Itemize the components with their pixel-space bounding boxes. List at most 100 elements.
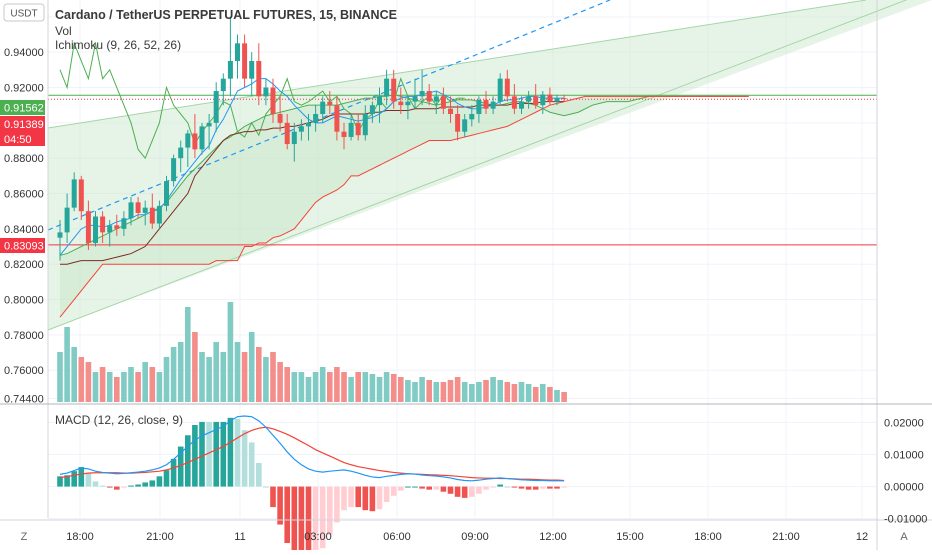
macd-hist-bar-64 bbox=[511, 486, 518, 488]
volume-bar-44 bbox=[369, 374, 376, 402]
zoom-button[interactable]: Z bbox=[21, 531, 28, 543]
candle-body-19 bbox=[192, 133, 198, 150]
macd-hist-bar-29 bbox=[263, 486, 269, 488]
candle-body-47 bbox=[391, 78, 397, 102]
volume-bar-43 bbox=[362, 372, 369, 402]
macd-hist-bar-40 bbox=[341, 486, 347, 511]
candle-body-16 bbox=[171, 158, 177, 182]
price-tick-9: 0.78000 bbox=[4, 330, 44, 342]
price-tick-4: 0.88000 bbox=[4, 153, 44, 165]
volume-bar-39 bbox=[334, 367, 340, 402]
price-tick-2: 0.92000 bbox=[4, 83, 44, 95]
macd-hist-bar-4 bbox=[85, 473, 92, 487]
volume-legend[interactable]: Vol bbox=[55, 24, 72, 38]
macd-hist-bar-56 bbox=[454, 486, 461, 497]
macd-hist-bar-36 bbox=[312, 486, 319, 555]
candle-body-31 bbox=[277, 114, 283, 123]
candle-body-34 bbox=[298, 126, 304, 132]
candle-body-40 bbox=[341, 131, 347, 137]
macd-legend[interactable]: MACD (12, 26, close, 9) bbox=[55, 413, 183, 427]
volume-bar-6 bbox=[99, 367, 106, 402]
time-tick-0: 18:00 bbox=[66, 531, 94, 543]
candle-body-13 bbox=[149, 207, 155, 224]
ichimoku-legend[interactable]: Ichimoku (9, 26, 52, 26) bbox=[55, 38, 181, 52]
macd-hist-bar-30 bbox=[270, 486, 276, 508]
time-tick-6: 12:00 bbox=[539, 531, 567, 543]
volume-bar-26 bbox=[241, 352, 248, 402]
macd-hist-bar-17 bbox=[177, 446, 184, 487]
last-price-text: 0.91562 bbox=[4, 103, 44, 115]
volume-bar-16 bbox=[170, 347, 177, 402]
candle-body-48 bbox=[398, 101, 404, 106]
candle-body-51 bbox=[419, 91, 425, 97]
macd-hist-bar-25 bbox=[234, 418, 241, 487]
candle-body-18 bbox=[185, 133, 191, 148]
signal-line bbox=[59, 426, 565, 482]
candle-body-68 bbox=[540, 94, 546, 106]
volume-bar-46 bbox=[383, 372, 390, 402]
macd-hist-bar-47 bbox=[390, 486, 397, 496]
volume-bar-4 bbox=[85, 362, 92, 402]
candle-body-62 bbox=[497, 78, 503, 102]
volume-bar-71 bbox=[561, 392, 567, 402]
volume-bar-49 bbox=[405, 380, 411, 402]
macd-hist-bar-15 bbox=[163, 470, 170, 487]
time-tick-7: 15:00 bbox=[616, 531, 644, 543]
candle-body-21 bbox=[206, 122, 212, 127]
candle-body-39 bbox=[334, 105, 340, 132]
candle-body-17 bbox=[178, 147, 184, 159]
volume-bar-29 bbox=[263, 357, 269, 402]
candle-body-37 bbox=[320, 101, 326, 115]
macd-hist-bar-37 bbox=[319, 486, 326, 549]
currency-badge[interactable] bbox=[3, 3, 45, 22]
volume-bar-37 bbox=[319, 367, 326, 402]
macd-hist-bar-16 bbox=[170, 458, 177, 487]
candle-body-14 bbox=[156, 205, 162, 224]
macd-hist-bar-20 bbox=[199, 421, 205, 487]
macd-lines bbox=[59, 415, 565, 482]
candle-body-27 bbox=[249, 61, 255, 79]
left-price-tags: 0.91562 0.91389 04:50 0.83093 bbox=[0, 100, 45, 253]
volume-bar-19 bbox=[192, 332, 198, 402]
volume-bar-56 bbox=[454, 377, 461, 402]
close-price-tag bbox=[0, 116, 45, 146]
volume-bar-2 bbox=[71, 347, 77, 402]
macd-hist-bar-9 bbox=[121, 486, 127, 488]
candle-body-24 bbox=[227, 61, 233, 79]
volume-bar-58 bbox=[469, 384, 475, 402]
candle-body-64 bbox=[511, 96, 517, 109]
volume-bar-40 bbox=[341, 372, 347, 402]
macd-hist-bar-28 bbox=[256, 462, 262, 487]
macd-hist-bar-70 bbox=[554, 486, 560, 489]
bottom-bar: Z A bbox=[21, 531, 909, 543]
macd-hist-bar-31 bbox=[277, 486, 283, 525]
candle-body-55 bbox=[448, 108, 453, 115]
macd-hist-bar-26 bbox=[241, 430, 248, 487]
volume-bar-67 bbox=[532, 387, 539, 402]
volume-bar-66 bbox=[525, 384, 532, 402]
candle-body-63 bbox=[504, 78, 510, 97]
macd-hist-bar-34 bbox=[298, 486, 305, 555]
candle-body-42 bbox=[355, 122, 361, 136]
macd-hist-bar-49 bbox=[405, 486, 411, 488]
macd-hist-bar-46 bbox=[383, 486, 390, 502]
macd-hist-bar-32 bbox=[284, 486, 290, 544]
volume-bar-59 bbox=[476, 382, 482, 402]
volume-bar-20 bbox=[199, 352, 205, 402]
volume-bar-1 bbox=[64, 327, 70, 402]
volume-bar-35 bbox=[305, 377, 312, 402]
macd-hist-bar-18 bbox=[185, 435, 191, 487]
candle-body-59 bbox=[476, 99, 482, 115]
price-tick-6: 0.84000 bbox=[4, 224, 44, 236]
countdown-text: 04:50 bbox=[4, 134, 32, 146]
auto-scale-button[interactable]: A bbox=[900, 531, 908, 543]
candle-body-38 bbox=[327, 101, 333, 106]
macd-hist-bar-6 bbox=[99, 485, 106, 487]
macd-hist-bar-11 bbox=[135, 484, 141, 487]
candle-body-5 bbox=[93, 216, 98, 243]
volume-bar-12 bbox=[142, 362, 148, 402]
channel-upper bbox=[47, 0, 867, 129]
candlesticks bbox=[57, 16, 567, 261]
